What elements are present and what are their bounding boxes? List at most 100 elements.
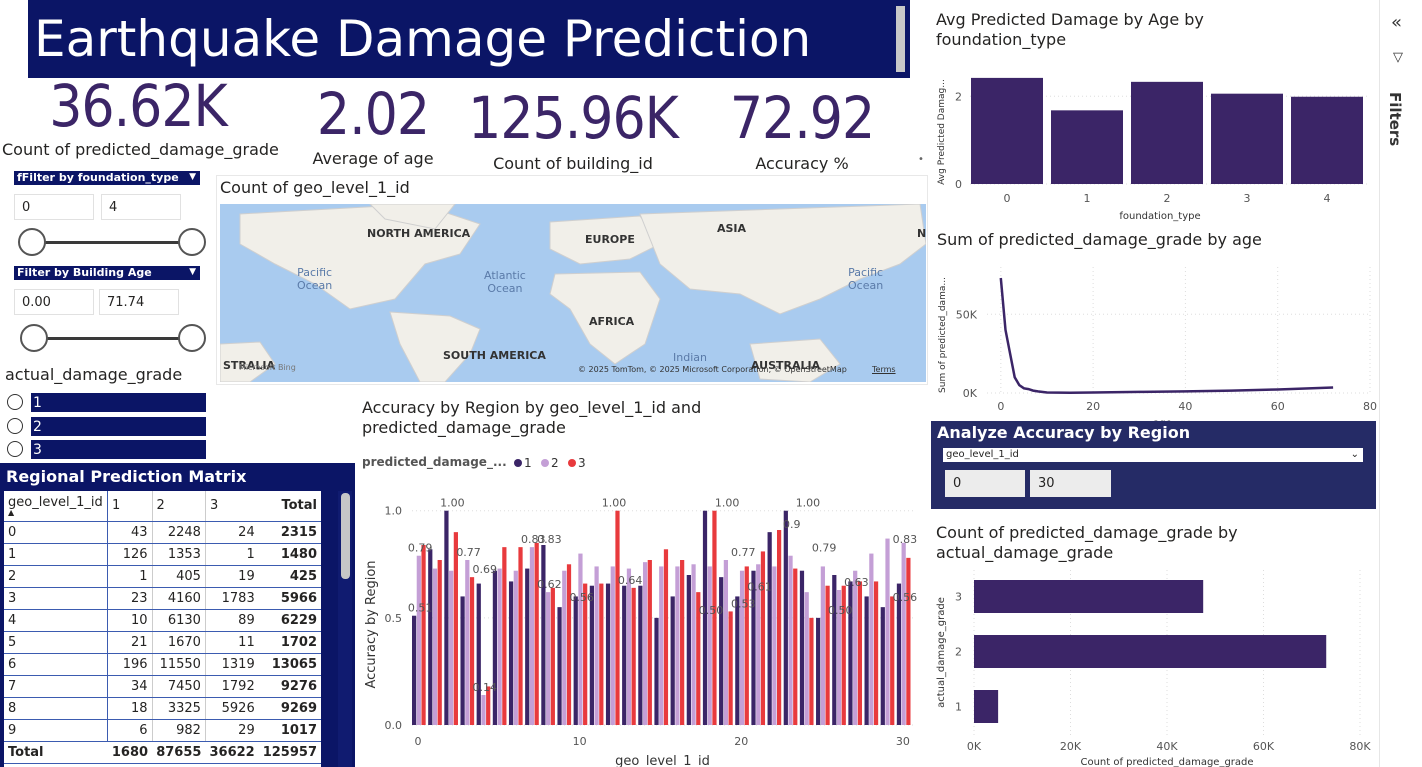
matrix-header-2[interactable]: 2 bbox=[152, 491, 206, 522]
bar bbox=[783, 510, 788, 725]
bar bbox=[841, 585, 846, 725]
world-map[interactable] bbox=[220, 204, 926, 382]
radio-damage-1[interactable] bbox=[7, 394, 23, 410]
radio-damage-2[interactable] bbox=[7, 418, 23, 434]
sum-damage-chart[interactable]: 0K50K020406080ageSum of predicted_dama..… bbox=[930, 255, 1380, 425]
data-label: 0.61 bbox=[747, 580, 772, 593]
bar bbox=[659, 566, 664, 725]
accuracy-chart[interactable]: 1 2 3 0.0 0.5 1.0 0.79 0.51 1.00 0.77 0.69 0.14 0.83… bbox=[350, 450, 930, 767]
slicer-age-max-handle[interactable] bbox=[178, 324, 206, 352]
table-cell: 9269 bbox=[258, 697, 321, 720]
table-row[interactable]: 6 196 11550 1319 13065 bbox=[4, 653, 321, 676]
filters-pane[interactable]: « ▽ Filters bbox=[1379, 0, 1422, 767]
bar bbox=[497, 568, 502, 725]
map-terms-link[interactable]: Terms bbox=[872, 365, 896, 374]
x-tick-label: 80K bbox=[1349, 740, 1371, 753]
option-damage-3[interactable]: 3 bbox=[31, 440, 206, 459]
bar bbox=[719, 577, 724, 725]
slicer-foundation-header[interactable]: fFilter by foundation_type ▼ bbox=[14, 171, 200, 185]
data-label: 0.64 bbox=[618, 574, 643, 587]
bar bbox=[465, 560, 470, 725]
table-cell: 1353 bbox=[152, 543, 206, 566]
table-cell: 2315 bbox=[258, 521, 321, 544]
data-label: 0.69 bbox=[472, 563, 497, 576]
analyze-min-input[interactable]: 0 bbox=[945, 470, 1025, 497]
x-tick-label: 4 bbox=[1324, 192, 1331, 205]
table-cell: 196 bbox=[107, 653, 153, 676]
bar bbox=[412, 615, 417, 725]
slicer-foundation-min-handle[interactable] bbox=[18, 228, 46, 256]
table-row[interactable]: 8 18 3325 5926 9269 bbox=[4, 697, 321, 720]
matrix-table[interactable]: geo_level_1_id ▲ 1 2 3 Total 0 43 2248 24 231… bbox=[4, 491, 321, 764]
table-row[interactable]: 4 10 6130 89 6229 bbox=[4, 609, 321, 632]
matrix-header-1[interactable]: 1 bbox=[107, 491, 153, 522]
x-tick-label: 80 bbox=[1363, 400, 1377, 413]
slicer-age-min[interactable]: 0.00 bbox=[14, 289, 94, 315]
slicer-foundation-min[interactable]: 0 bbox=[14, 194, 94, 220]
matrix-header-total[interactable]: Total bbox=[258, 491, 321, 522]
map-visual[interactable]: Count of geo_level_1_id NORTH AMERICA EU… bbox=[216, 175, 928, 385]
table-row[interactable]: 2 1 405 19 425 bbox=[4, 565, 321, 588]
chevron-down-icon: ▼ bbox=[189, 267, 196, 277]
table-row[interactable]: 5 21 1670 11 1702 bbox=[4, 631, 321, 654]
matrix-header-row: geo_level_1_id ▲ 1 2 3 Total bbox=[4, 491, 321, 522]
title-scrollbar[interactable] bbox=[896, 6, 905, 72]
data-label: 0.83 bbox=[521, 533, 546, 546]
matrix-scrollbar-thumb[interactable] bbox=[341, 493, 350, 579]
bar bbox=[437, 560, 442, 725]
slicer-age-min-handle[interactable] bbox=[20, 324, 48, 352]
kpi-average-age-label: Average of age bbox=[312, 149, 434, 168]
x-tick-label: 40K bbox=[1156, 740, 1178, 753]
analyze-max-input[interactable]: 30 bbox=[1030, 470, 1111, 497]
matrix-header-geo[interactable]: geo_level_1_id ▲ bbox=[4, 491, 108, 522]
chevron-down-icon: ⌄ bbox=[1350, 449, 1359, 460]
bar bbox=[610, 566, 615, 725]
option-damage-2[interactable]: 2 bbox=[31, 417, 206, 436]
filters-label[interactable]: Filters bbox=[1386, 92, 1404, 147]
table-row[interactable]: 0 43 2248 24 2315 bbox=[4, 521, 321, 544]
slicer-foundation-track[interactable] bbox=[32, 241, 192, 244]
regional-matrix[interactable]: Regional Prediction Matrix geo_level_1_i… bbox=[0, 463, 355, 767]
slicer-age-max[interactable]: 71.74 bbox=[99, 289, 179, 315]
table-cell: 1480 bbox=[258, 543, 321, 566]
map-title: Count of geo_level_1_id bbox=[220, 178, 410, 197]
slicer-age-header[interactable]: Filter by Building Age ▼ bbox=[14, 266, 200, 280]
map-copyright[interactable]: © 2025 TomTom, © 2025 Microsoft Corporat… bbox=[578, 365, 847, 374]
map-label-asia: ASIA bbox=[717, 222, 747, 235]
table-row-label: 4 bbox=[4, 609, 108, 632]
analyze-field-dropdown[interactable]: geo_level_1_id ⌄ bbox=[943, 448, 1363, 462]
data-label: 0.53 bbox=[731, 597, 756, 610]
data-label: 1.00 bbox=[715, 497, 740, 510]
radio-damage-3[interactable] bbox=[7, 441, 23, 457]
slicer-foundation-max-handle[interactable] bbox=[178, 228, 206, 256]
table-cell: 11 bbox=[205, 631, 259, 654]
table-row[interactable]: 1 126 1353 1 1480 bbox=[4, 543, 321, 566]
table-cell: 18 bbox=[107, 697, 153, 720]
sum-damage-title: Sum of predicted_damage_grade by age bbox=[937, 230, 1262, 249]
table-cell: 6 bbox=[107, 719, 153, 742]
x-tick-label: 20 bbox=[734, 735, 748, 748]
option-damage-1[interactable]: 1 bbox=[31, 393, 206, 412]
table-cell: 11550 bbox=[152, 653, 206, 676]
count-actual-chart[interactable]: 0K 20K 40K 60K 80K 3 2 1 Count of predicted_dama… bbox=[930, 565, 1380, 767]
data-label: 1.00 bbox=[440, 497, 465, 510]
slicer-age-track[interactable] bbox=[34, 337, 192, 340]
filter-funnel-icon: ▽ bbox=[1393, 50, 1403, 65]
table-row[interactable]: 7 34 7450 1792 9276 bbox=[4, 675, 321, 698]
slicer-foundation-max[interactable]: 4 bbox=[101, 194, 181, 220]
collapse-icon[interactable]: « bbox=[1391, 12, 1403, 33]
table-row[interactable]: 3 23 4160 1783 5966 bbox=[4, 587, 321, 610]
bar bbox=[756, 564, 761, 725]
bar bbox=[557, 607, 562, 725]
bar bbox=[615, 510, 620, 725]
table-row[interactable]: 9 6 982 29 1017 bbox=[4, 719, 321, 742]
map-label-australia-right: AUSTRALIA bbox=[751, 359, 821, 372]
bar bbox=[744, 566, 749, 725]
matrix-header-3[interactable]: 3 bbox=[205, 491, 259, 522]
bar bbox=[906, 557, 911, 725]
bar bbox=[776, 530, 782, 725]
slicer-foundation-title: fFilter by foundation_type bbox=[17, 171, 179, 184]
analyze-title: Analyze Accuracy by Region bbox=[937, 423, 1191, 442]
avg-damage-chart[interactable]: 0 2 0 1 2 3 4 foundation_type Avg Predicted Dama… bbox=[930, 60, 1380, 225]
bar bbox=[428, 549, 433, 725]
